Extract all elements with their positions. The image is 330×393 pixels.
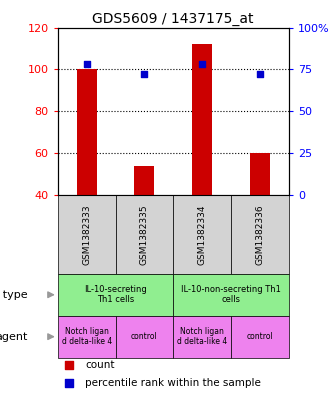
Text: count: count <box>85 360 115 371</box>
Text: cell type: cell type <box>0 290 28 300</box>
Bar <box>250 153 270 195</box>
FancyBboxPatch shape <box>115 195 173 274</box>
FancyBboxPatch shape <box>58 274 173 316</box>
Text: IL-10-non-secreting Th1
cells: IL-10-non-secreting Th1 cells <box>181 285 281 305</box>
Text: Notch ligan
d delta-like 4: Notch ligan d delta-like 4 <box>61 327 112 346</box>
FancyBboxPatch shape <box>231 195 289 274</box>
Text: agent: agent <box>0 332 28 342</box>
Text: GSM1382335: GSM1382335 <box>140 204 149 265</box>
FancyBboxPatch shape <box>173 274 289 316</box>
FancyBboxPatch shape <box>173 195 231 274</box>
Text: IL-10-secreting
Th1 cells: IL-10-secreting Th1 cells <box>84 285 147 305</box>
Point <box>257 71 263 77</box>
Point <box>142 71 147 77</box>
Text: control: control <box>131 332 158 341</box>
Text: percentile rank within the sample: percentile rank within the sample <box>85 378 261 388</box>
Bar <box>77 70 97 195</box>
FancyBboxPatch shape <box>231 316 289 358</box>
Bar <box>192 44 212 195</box>
FancyBboxPatch shape <box>173 316 231 358</box>
FancyBboxPatch shape <box>58 195 115 274</box>
Title: GDS5609 / 1437175_at: GDS5609 / 1437175_at <box>92 13 254 26</box>
Point <box>199 61 205 68</box>
Point <box>84 61 89 68</box>
Text: GSM1382334: GSM1382334 <box>198 204 207 265</box>
Text: GSM1382336: GSM1382336 <box>255 204 264 265</box>
Text: control: control <box>247 332 273 341</box>
Text: GSM1382333: GSM1382333 <box>82 204 91 265</box>
FancyBboxPatch shape <box>115 316 173 358</box>
Text: Notch ligan
d delta-like 4: Notch ligan d delta-like 4 <box>177 327 227 346</box>
Bar <box>134 166 154 195</box>
FancyBboxPatch shape <box>58 316 115 358</box>
Point <box>67 362 72 369</box>
Point <box>67 380 72 386</box>
